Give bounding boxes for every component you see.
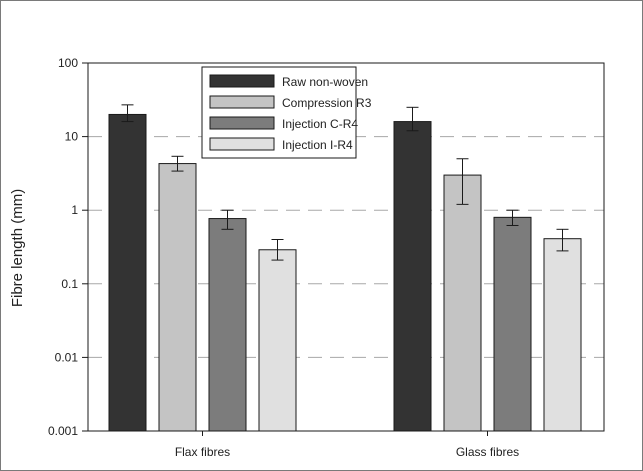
legend-label: Injection C-R4 <box>282 117 358 131</box>
bar <box>208 218 247 432</box>
error-bars <box>121 104 569 261</box>
bar <box>443 174 482 432</box>
legend-label: Raw non-woven <box>282 75 368 89</box>
bar <box>158 163 197 432</box>
category-label: Flax fibres <box>175 445 230 459</box>
bar <box>543 238 582 432</box>
legend-swatch <box>209 137 275 151</box>
axes <box>82 62 605 436</box>
category-label: Glass fibres <box>456 445 519 459</box>
x-category-labels: Flax fibres Glass fibres <box>175 445 519 459</box>
y-tick-label: 10 <box>65 130 79 144</box>
bar <box>393 121 432 432</box>
y-tick-label: 0.001 <box>48 424 78 438</box>
y-axis-title: Fibre length (mm) <box>9 189 26 307</box>
bar <box>493 216 532 432</box>
bar <box>108 113 147 432</box>
y-tick-label: 100 <box>58 56 78 70</box>
legend: Raw non-woven Compression R3 Injection C-R… <box>201 66 372 159</box>
plot-frame <box>87 62 605 432</box>
y-tick-label: 1 <box>71 203 78 217</box>
legend-label: Compression R3 <box>282 96 372 110</box>
legend-label: Injection I-R4 <box>282 138 353 152</box>
bar <box>258 249 297 432</box>
bars <box>108 113 582 432</box>
y-tick-label: 0.1 <box>61 277 78 291</box>
legend-swatch <box>209 116 275 130</box>
legend-swatch <box>209 74 275 88</box>
y-tick-label: 0.01 <box>55 350 79 364</box>
legend-swatch <box>209 95 275 109</box>
y-tick-labels: 0.001 0.01 0.1 1 10 100 <box>48 56 78 438</box>
